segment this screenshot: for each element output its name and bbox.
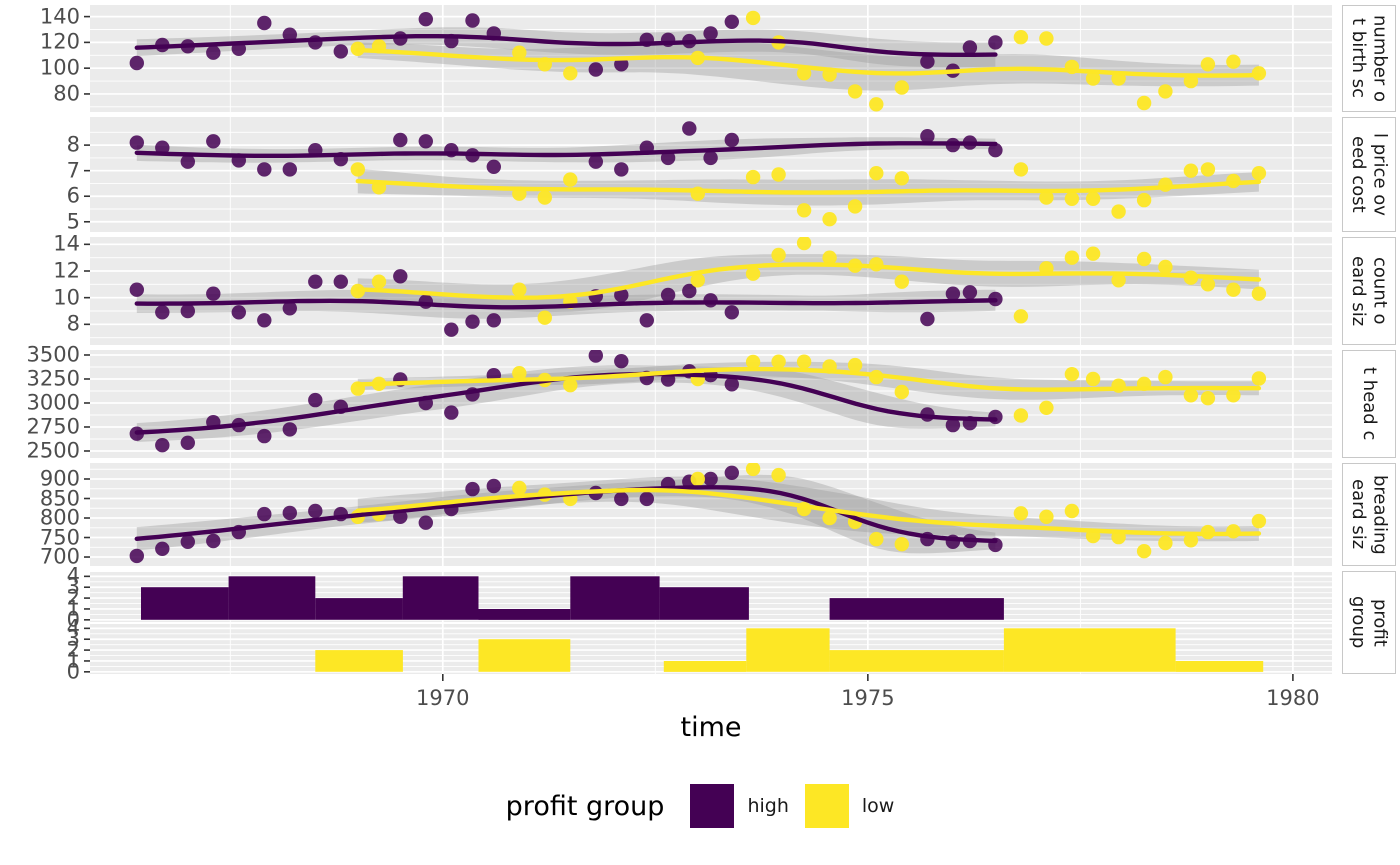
hist-bar [746,628,830,672]
smooth-line-high [134,34,998,57]
x-axis-tick-label: 1980 [1266,686,1320,710]
smooth-line-low [355,366,1262,392]
panel-2-tick-label: 5 [66,209,80,234]
panel-4-tick-label: 3500 [26,342,80,367]
panel-5-tick-label: 700 [39,544,80,569]
panel-5-tick-label: 750 [39,525,80,550]
panel-5-tick-label: 800 [39,505,80,530]
legend-swatch-low [804,784,849,828]
smooth-ribbon-low [357,254,1259,313]
hist-bar [659,587,749,620]
hist-bar [228,576,316,620]
panel-4-grid [90,350,1332,458]
panel-3-tick-label: 8 [66,311,80,336]
panel-2-tick-label: 8 [66,132,80,157]
strip-panel-2: l price ov eed cost [1342,117,1396,232]
hist-bars-low [315,628,1264,672]
hist-bar [829,598,1004,620]
panel-2-bg [90,117,1332,232]
strip-label-panel-6: profit group [1348,596,1391,649]
strip-label-panel-3: count o eard siz [1348,255,1391,327]
hist-high-tick-label: 3 [66,574,80,599]
legend-entry-high: high [690,784,789,828]
panel-1-tick-label: 100 [39,55,80,80]
smooth-line-low [355,178,1262,195]
strip-panel-4: t head c [1342,350,1396,458]
hist-bar [1003,628,1176,672]
smooth-line-low [355,487,1262,537]
hist-bar [829,650,1004,672]
hist-bar [402,576,479,620]
smooth-ribbon-low [357,168,1259,206]
strip-label-panel-4: t head c [1358,367,1380,441]
panel-3-tick-label: 14 [53,231,80,256]
panel-4-marks [129,350,1267,453]
hist-low-tick-label: 0 [66,659,80,684]
hist-bar [141,587,229,620]
panel-4-tick-label: 2500 [26,438,80,463]
hist-bar [663,661,747,672]
panel-2-marks [129,121,1267,227]
hist-bar [570,576,660,620]
panel-2-tick-label: 7 [66,158,80,183]
legend-title: profit group [505,790,665,822]
hist-low-tick-label: 1 [66,648,80,673]
hist-high-tick-label: 2 [66,585,80,610]
hist-bar [478,639,571,672]
panel-1-tick-label: 140 [39,4,80,29]
x-axis-tick-label: 1970 [416,686,470,710]
hist-bar [315,598,403,620]
panel-1-tick-label: 80 [53,81,80,106]
hist-high-tick-label: 1 [66,596,80,621]
panel-4-tick-label: 3250 [26,366,80,391]
hist-low-tick-label: 4 [66,615,80,640]
panel-4-tick-label: 2750 [26,414,80,439]
strip-panel-6: profit group [1342,571,1396,674]
hist-bars-high [141,576,1004,620]
x-axis-title: time [680,712,742,743]
panel-4-tick-label: 3000 [26,390,80,415]
hist-high-tick-label: 0 [66,607,80,632]
hist-bar [1175,661,1264,672]
legend-swatch-high [690,784,735,828]
legend-label-low: low [861,795,895,817]
hist-bar [315,650,403,672]
panel-2-tick-label: 6 [66,183,80,208]
panel-5-tick-label: 850 [39,486,80,510]
hist-low-tick-label: 3 [66,626,80,651]
smooth-line-low [355,262,1262,300]
panel-5-marks [129,463,1267,564]
smooth-line-high [134,298,998,310]
hist-low-tick-label: 2 [66,637,80,662]
scatter-points-low [350,237,1267,325]
panel-3-tick-label: 12 [53,258,80,283]
panel-3-bg [90,237,1332,345]
strip-label-panel-5: breading eard siz [1348,474,1391,555]
panel-3-marks [129,237,1267,337]
smooth-line-low [355,47,1262,78]
legend-entry-low: low [804,784,895,828]
strip-panel-5: breading eard siz [1342,463,1396,566]
panel-3-tick-label: 10 [53,285,80,310]
panel-1-marks [129,10,1267,112]
panel-5-tick-label: 900 [39,466,80,491]
panel-1-tick-label: 120 [39,29,80,54]
x-axis-tick-label: 1975 [841,686,895,710]
strip-label-panel-2: l price ov eed cost [1348,133,1391,216]
legend: profit group high low [0,784,1400,828]
hist-high-tick-label: 4 [66,563,80,588]
hist-bar [478,609,571,620]
plot-canvas [84,5,1332,681]
smooth-line-high [134,141,998,158]
strip-panel-3: count o eard siz [1342,237,1396,345]
legend-label-high: high [747,795,789,817]
